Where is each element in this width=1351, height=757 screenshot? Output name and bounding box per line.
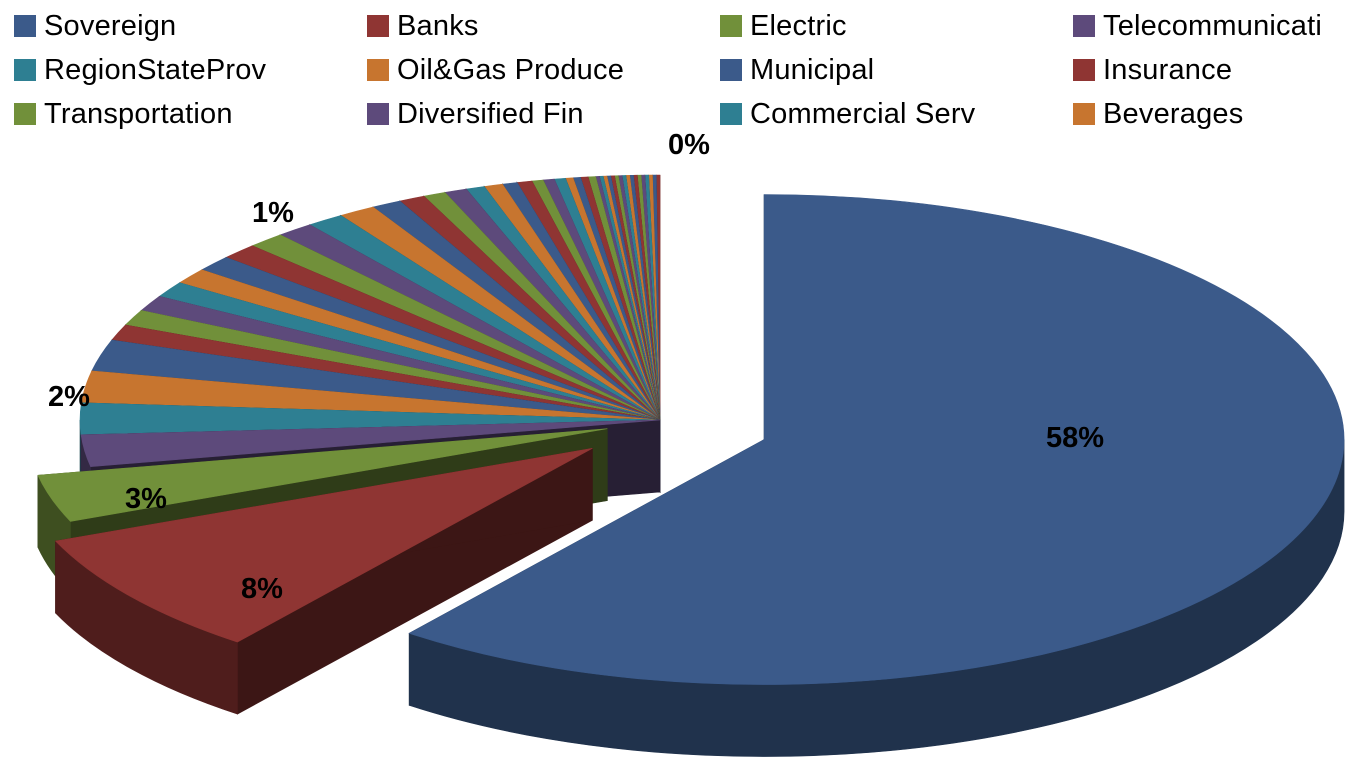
legend-swatch [720, 59, 742, 81]
legend-label: Diversified Fin [397, 97, 584, 130]
legend-item: Oil&Gas Produce [367, 48, 720, 92]
legend-swatch [14, 103, 36, 125]
legend-label: Municipal [750, 53, 875, 86]
legend-label: RegionStateProv [44, 53, 267, 86]
data-label-banks: 8% [241, 573, 283, 605]
legend-label: Sovereign [44, 9, 177, 42]
legend-label: Electric [750, 9, 847, 42]
legend-swatch [367, 59, 389, 81]
legend-item: Insurance [1073, 48, 1351, 92]
legend-label: Insurance [1103, 53, 1233, 86]
legend-swatch [1073, 59, 1095, 81]
legend-item: Telecommunicati [1073, 4, 1351, 48]
legend-swatch [367, 103, 389, 125]
legend-swatch [367, 15, 389, 37]
slice-top-0 [408, 194, 1345, 685]
legend-swatch [1073, 15, 1095, 37]
data-label-electric: 3% [125, 483, 167, 515]
data-label-sovereign: 58% [1046, 422, 1104, 454]
legend-label: Commercial Serv [750, 97, 976, 130]
slice-top-2 [37, 428, 608, 522]
legend-item: Electric [720, 4, 1073, 48]
legend-item: Commercial Serv [720, 92, 1073, 136]
data-label-zero-percent: 0% [668, 129, 710, 161]
legend-label: Beverages [1103, 97, 1244, 130]
legend-item: RegionStateProv [14, 48, 367, 92]
legend-item: Transportation [14, 92, 367, 136]
slice-top-3 [80, 419, 661, 467]
legend-swatch [720, 103, 742, 125]
data-label-two-percent: 2% [48, 381, 90, 413]
legend-label: Banks [397, 9, 479, 42]
data-label-one-percent: 1% [252, 197, 294, 229]
legend-label: Telecommunicati [1103, 9, 1322, 42]
legend: Sovereign Banks Electric Telecommunicati Reg… [14, 4, 1351, 134]
legend-swatch [14, 59, 36, 81]
legend-item: Municipal [720, 48, 1073, 92]
legend-label: Transportation [44, 97, 233, 130]
legend-swatch [1073, 103, 1095, 125]
legend-item: Diversified Fin [367, 92, 720, 136]
legend-item: Sovereign [14, 4, 367, 48]
legend-item: Banks [367, 4, 720, 48]
slice-top-1 [54, 448, 593, 643]
legend-swatch [14, 15, 36, 37]
legend-swatch [720, 15, 742, 37]
legend-item: Beverages [1073, 92, 1351, 136]
legend-label: Oil&Gas Produce [397, 53, 625, 86]
pie-slices [37, 174, 1345, 757]
